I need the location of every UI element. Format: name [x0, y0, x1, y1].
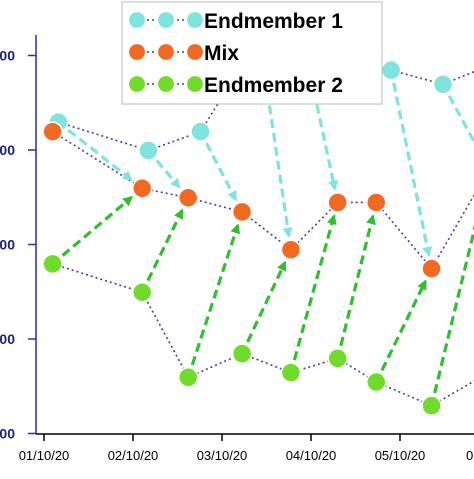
data-point-mix: [327, 192, 348, 213]
series-line-endmember-2: [52, 263, 474, 407]
mixing-arrow: [190, 223, 241, 366]
legend-marker-endmember-1: [127, 10, 147, 30]
series-line-endmember-1: [58, 36, 474, 152]
data-point-endmember-2: [280, 362, 302, 383]
legend-marker-endmember-2: [156, 74, 176, 94]
data-point-mix: [231, 201, 253, 223]
mixing-arrow: [61, 196, 134, 257]
data-point-endmember-2: [327, 348, 348, 369]
data-point-endmember-2: [421, 395, 442, 416]
mixing-arrow: [205, 142, 238, 202]
mixing-arrow: [392, 82, 433, 257]
data-point-mix: [177, 187, 199, 208]
data-points: [42, 26, 454, 416]
data-point-endmember-2: [42, 253, 63, 275]
mixing-arrow: [246, 260, 287, 343]
mixing-arrow: [146, 208, 184, 282]
x-tick-label: 02/10/20: [108, 448, 159, 463]
mixing-arrow: [380, 279, 427, 372]
legend-marker-endmember-2: [127, 74, 147, 94]
data-point-endmember-2: [366, 371, 387, 393]
data-point-endmember-1: [432, 74, 454, 95]
x-tick-label: 0: [466, 448, 473, 463]
y-tick-label: 00: [0, 237, 15, 253]
legend-marker-mix: [127, 42, 147, 62]
x-tick-label: 05/10/20: [375, 448, 426, 463]
x-tick-label: 04/10/20: [286, 448, 337, 463]
y-tick-label: 00: [0, 142, 15, 158]
mixing-arrow: [303, 49, 338, 191]
series-line-mix: [52, 130, 474, 271]
axes: 00 00 00 00 00 01/10/20 02/10/20 03/10/20 04/10/…: [0, 35, 474, 463]
legend-label-endmember-2: Endmember 2: [204, 74, 343, 97]
data-point-mix: [42, 121, 63, 142]
mixing-arrow: [433, 224, 474, 394]
data-point-endmember-2: [177, 367, 199, 388]
legend: Endmember 1 Mix Endmember 2: [121, 1, 383, 105]
x-tick-label: 01/10/20: [19, 448, 70, 463]
data-point-endmember-1: [190, 121, 211, 142]
data-point-mix: [366, 192, 387, 213]
data-point-mix: [280, 239, 302, 260]
mixing-arrow: [67, 128, 133, 181]
data-point-endmember-1: [380, 59, 402, 81]
legend-marker-mix: [156, 42, 176, 62]
legend-marker-endmember-2: [185, 74, 205, 94]
mixing-arrow: [339, 214, 376, 347]
mixing-arrow: [155, 159, 181, 189]
legend-marker-mix: [185, 42, 205, 62]
mixing-arrow: [292, 214, 337, 361]
y-tick-label: 00: [0, 426, 15, 442]
data-point-endmember-1: [138, 140, 159, 161]
legend-marker-endmember-1: [185, 10, 205, 30]
x-tick-label: 03/10/20: [197, 448, 248, 463]
legend-label-endmember-1: Endmember 1: [204, 10, 343, 33]
data-point-mix: [421, 258, 442, 279]
y-tick-label: 00: [0, 48, 15, 64]
y-tick-label: 00: [0, 331, 15, 347]
data-point-endmember-2: [131, 282, 153, 303]
data-point-endmember-2: [231, 343, 253, 364]
legend-label-mix: Mix: [204, 42, 239, 65]
data-point-mix: [131, 178, 153, 199]
mixing-arrow: [447, 95, 474, 145]
legend-marker-endmember-1: [156, 10, 176, 30]
